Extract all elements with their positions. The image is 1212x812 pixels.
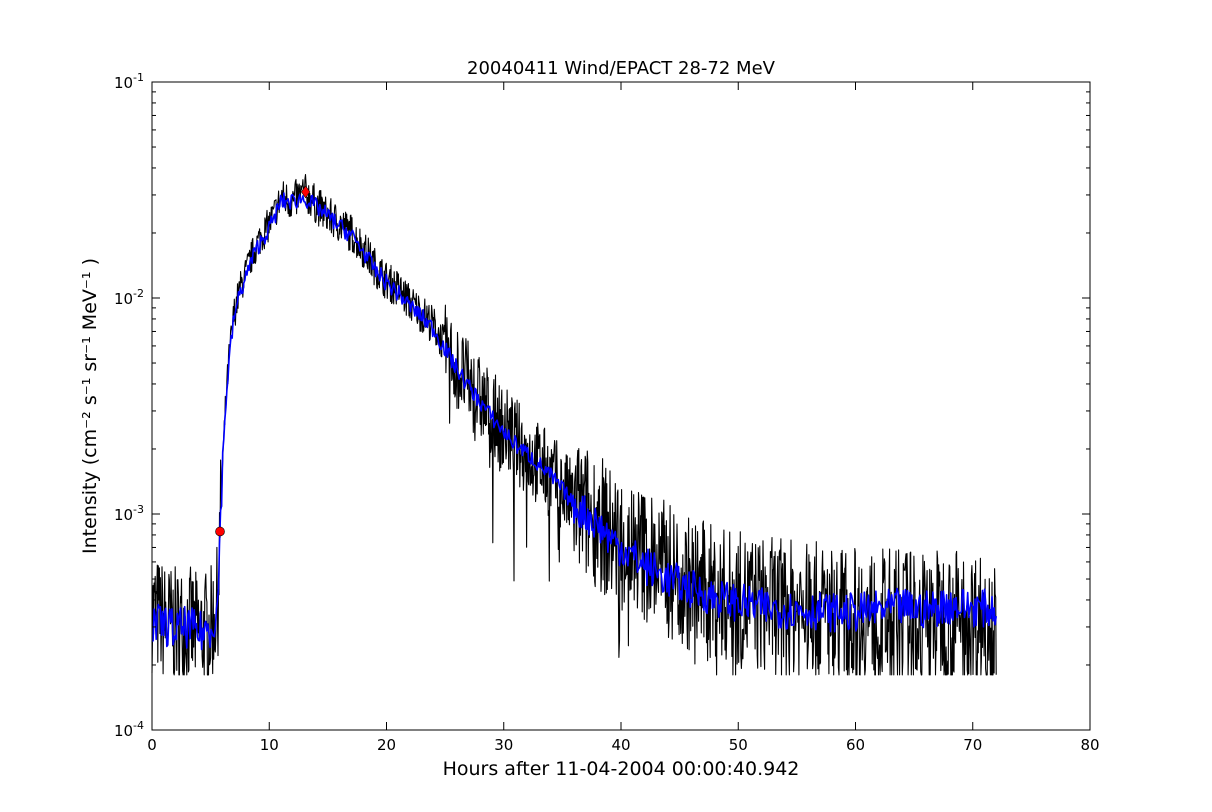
y-axis-label: Intensity (cm⁻² s⁻¹ sr⁻¹ MeV⁻¹ ) bbox=[79, 258, 101, 554]
x-tick-label: 50 bbox=[729, 736, 748, 754]
x-tick-label: 70 bbox=[963, 736, 982, 754]
y-tick-label: 10-4 bbox=[114, 719, 144, 740]
series-layer bbox=[151, 174, 997, 676]
y-tick-label: 10-3 bbox=[114, 503, 144, 524]
y-tick-label: 10-1 bbox=[114, 71, 144, 92]
x-tick-label: 40 bbox=[611, 736, 630, 754]
marker-point-1 bbox=[301, 185, 311, 199]
series-line-raw bbox=[151, 174, 997, 676]
x-tick-labels: 0 10 20 30 40 50 60 70 80 bbox=[147, 736, 1099, 754]
x-tick-label: 0 bbox=[147, 736, 157, 754]
x-tick-label: 80 bbox=[1080, 736, 1099, 754]
tick-layer bbox=[151, 81, 1091, 731]
x-tick-label: 20 bbox=[377, 736, 396, 754]
marker-point-0 bbox=[215, 526, 225, 537]
series-line-smoothed bbox=[151, 192, 997, 651]
y-tick-labels: 10-4 10-3 10-2 10-1 bbox=[114, 71, 144, 740]
x-tick-label: 30 bbox=[494, 736, 513, 754]
y-tick-label: 10-2 bbox=[114, 287, 144, 308]
x-tick-label: 60 bbox=[846, 736, 865, 754]
x-axis-label: Hours after 11-04-2004 00:00:40.942 bbox=[443, 758, 800, 780]
marker-layer bbox=[215, 185, 311, 537]
x-tick-label: 10 bbox=[260, 736, 279, 754]
plot-background bbox=[152, 82, 1090, 730]
chart-title: 20040411 Wind/EPACT 28-72 MeV bbox=[467, 58, 776, 79]
